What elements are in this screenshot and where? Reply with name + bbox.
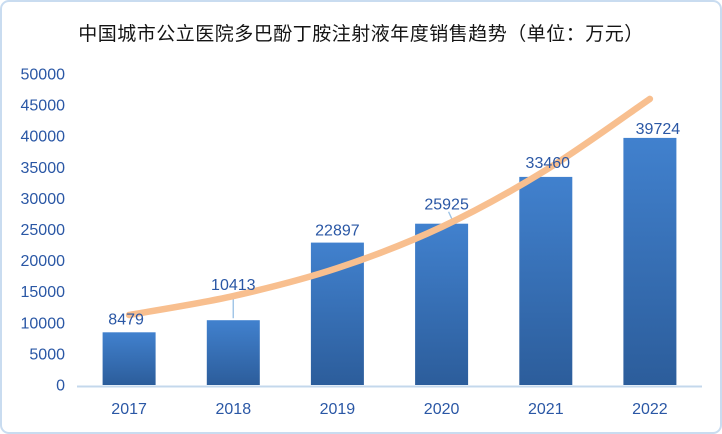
chart-title: 中国城市公立医院多巴酚丁胺注射液年度销售趋势（单位：万元）: [78, 23, 644, 45]
data-label-2017: 8479: [108, 311, 144, 328]
y-tick-35000: 35000: [21, 160, 66, 177]
bar-2017: [102, 332, 156, 385]
y-tick-10000: 10000: [21, 315, 66, 332]
data-label-2022: 39724: [636, 121, 681, 138]
y-axis-labels: 0 5000 10000 15000 20000 25000 30000 35000 40000…: [21, 67, 66, 395]
x-tick-2022: 2022: [632, 401, 668, 418]
y-tick-5000: 5000: [29, 346, 65, 363]
y-tick-25000: 25000: [21, 222, 66, 239]
y-tick-45000: 45000: [21, 98, 66, 115]
y-tick-40000: 40000: [21, 129, 66, 146]
data-label-2018: 10413: [211, 277, 256, 294]
bar-2021: [519, 176, 573, 385]
y-tick-50000: 50000: [21, 67, 66, 84]
x-tick-2017: 2017: [111, 401, 147, 418]
y-tick-20000: 20000: [21, 253, 66, 270]
bar-2018: [206, 320, 260, 385]
x-tick-2021: 2021: [528, 401, 564, 418]
bar-2020: [415, 223, 469, 385]
y-tick-15000: 15000: [21, 284, 66, 301]
data-label-2021: 33460: [526, 155, 571, 172]
y-tick-0: 0: [56, 378, 65, 395]
data-label-2019: 22897: [315, 223, 360, 240]
bar-series: [102, 137, 677, 385]
data-label-2020: 25925: [424, 197, 469, 214]
x-tick-2019: 2019: [320, 401, 356, 418]
data-labels: 8479 10413 22897 25925 33460 39724: [108, 121, 680, 328]
x-axis-labels: 2017 2018 2019 2020 2021 2022: [111, 401, 667, 418]
trendline-curve: [125, 95, 654, 319]
y-tick-30000: 30000: [21, 191, 66, 208]
bar-2022: [623, 137, 677, 385]
x-tick-2020: 2020: [424, 401, 460, 418]
x-tick-2018: 2018: [216, 401, 252, 418]
